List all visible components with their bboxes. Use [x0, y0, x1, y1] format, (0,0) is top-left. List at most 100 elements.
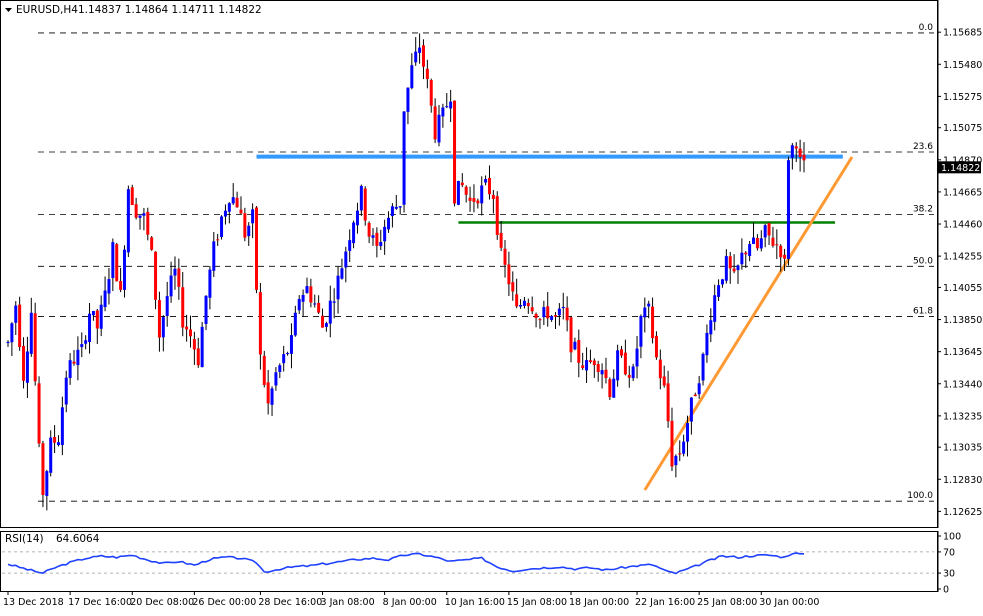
- candle-body-bull: [359, 185, 363, 211]
- candle: [220, 215, 224, 240]
- candle: [759, 230, 763, 252]
- candle: [181, 271, 185, 337]
- candle-body-bull: [301, 294, 305, 302]
- candle: [107, 267, 111, 305]
- price-tick-label: 1.13850: [943, 315, 982, 326]
- candle: [297, 295, 301, 315]
- candle: [165, 281, 169, 327]
- candle-body-bull: [740, 252, 744, 265]
- candle-body-bear: [468, 197, 472, 201]
- candle: [495, 191, 499, 240]
- candle: [251, 203, 255, 239]
- candle: [227, 202, 231, 224]
- candle-body-bull: [344, 251, 348, 268]
- price-tick-label: 1.14665: [943, 187, 982, 198]
- last-price-tag: 1.14822: [938, 161, 981, 174]
- candle-body-bear: [779, 245, 783, 258]
- candle-body-bear: [693, 394, 697, 397]
- candle: [33, 302, 37, 386]
- price-tick-label: 1.15480: [943, 60, 982, 71]
- candle-body-bear: [177, 268, 181, 287]
- candle: [573, 337, 577, 351]
- candle-body-bear: [775, 244, 779, 246]
- candle: [740, 238, 744, 270]
- candle: [146, 207, 150, 241]
- candle: [115, 242, 119, 282]
- fib-label-0-0: 0.0: [919, 23, 934, 33]
- candle: [705, 324, 709, 363]
- candle: [383, 219, 387, 255]
- candle-body-bull: [122, 249, 126, 290]
- candle-body-bear: [309, 286, 313, 303]
- candle-body-bull: [165, 296, 169, 317]
- candle: [204, 295, 208, 331]
- candle: [317, 295, 321, 315]
- candle: [282, 345, 286, 372]
- candle-body-bull: [701, 353, 705, 381]
- candle-body-bull: [689, 397, 693, 422]
- candle: [309, 278, 313, 308]
- price-tick-label: 1.13235: [943, 411, 982, 422]
- candle-body-bull: [126, 189, 130, 253]
- candle-body-bear: [41, 443, 45, 495]
- candle: [717, 279, 721, 301]
- candle: [744, 251, 748, 268]
- candle-body-bull: [204, 295, 208, 324]
- candle-body-bull: [29, 312, 33, 354]
- candle-body-bull: [45, 471, 49, 496]
- candle: [658, 349, 662, 390]
- candle-body-bear: [487, 177, 491, 195]
- candle-body-bear: [620, 349, 624, 356]
- candle-body-bear: [627, 374, 631, 378]
- price-tick-label: 1.15075: [943, 123, 982, 134]
- candle: [662, 365, 666, 388]
- candle-body-bear: [666, 383, 670, 422]
- candle-body-bear: [608, 379, 612, 398]
- rsi-panel-frame: [0, 531, 938, 592]
- rsi-series: [2, 551, 934, 575]
- candle: [200, 321, 204, 368]
- candle: [387, 211, 391, 233]
- time-tick-label: 13 Dec 2018: [3, 597, 64, 608]
- candle-body-bear: [433, 106, 437, 140]
- candle: [713, 284, 717, 331]
- candle: [192, 331, 196, 365]
- candle-body-bull: [713, 295, 717, 322]
- candle-body-bear: [767, 223, 771, 236]
- rsi-tick-label: 100: [943, 532, 961, 543]
- candle-body-bull: [519, 304, 523, 307]
- candle: [60, 396, 64, 456]
- candle: [596, 360, 600, 382]
- candle: [84, 335, 88, 350]
- candle-body-bear: [375, 232, 379, 246]
- candle: [258, 282, 262, 370]
- candle: [371, 228, 375, 246]
- candle-body-bull: [736, 265, 740, 271]
- time-tick-label: 3 Jan 08:00: [321, 597, 375, 608]
- candle-body-bear: [515, 294, 519, 307]
- candle-body-bear: [728, 256, 732, 269]
- ohlc-values: 1.14837 1.14864 1.14711 1.14822: [78, 4, 262, 16]
- candle-body-bull: [790, 145, 794, 158]
- uptrend-line[interactable]: [643, 156, 854, 491]
- candle-body-bull: [340, 268, 344, 279]
- candle-body-bear: [802, 154, 806, 161]
- candle: [266, 369, 270, 415]
- candle: [53, 425, 57, 453]
- candle-body-bull: [456, 180, 460, 205]
- candle-body-bear: [534, 314, 538, 319]
- price-tick-label: 1.14055: [943, 283, 982, 294]
- candle-body-bull: [80, 344, 84, 348]
- candle: [150, 236, 154, 251]
- candle-body-bear: [429, 80, 433, 106]
- collapse-triangle-icon[interactable]: [5, 8, 12, 12]
- candle: [138, 215, 142, 230]
- candle: [569, 315, 573, 363]
- price-tick-label: 1.14255: [943, 252, 982, 263]
- candle-body-bull: [68, 360, 72, 379]
- candle: [154, 251, 158, 310]
- candle: [196, 337, 200, 368]
- candle: [608, 377, 612, 400]
- candle: [425, 59, 429, 89]
